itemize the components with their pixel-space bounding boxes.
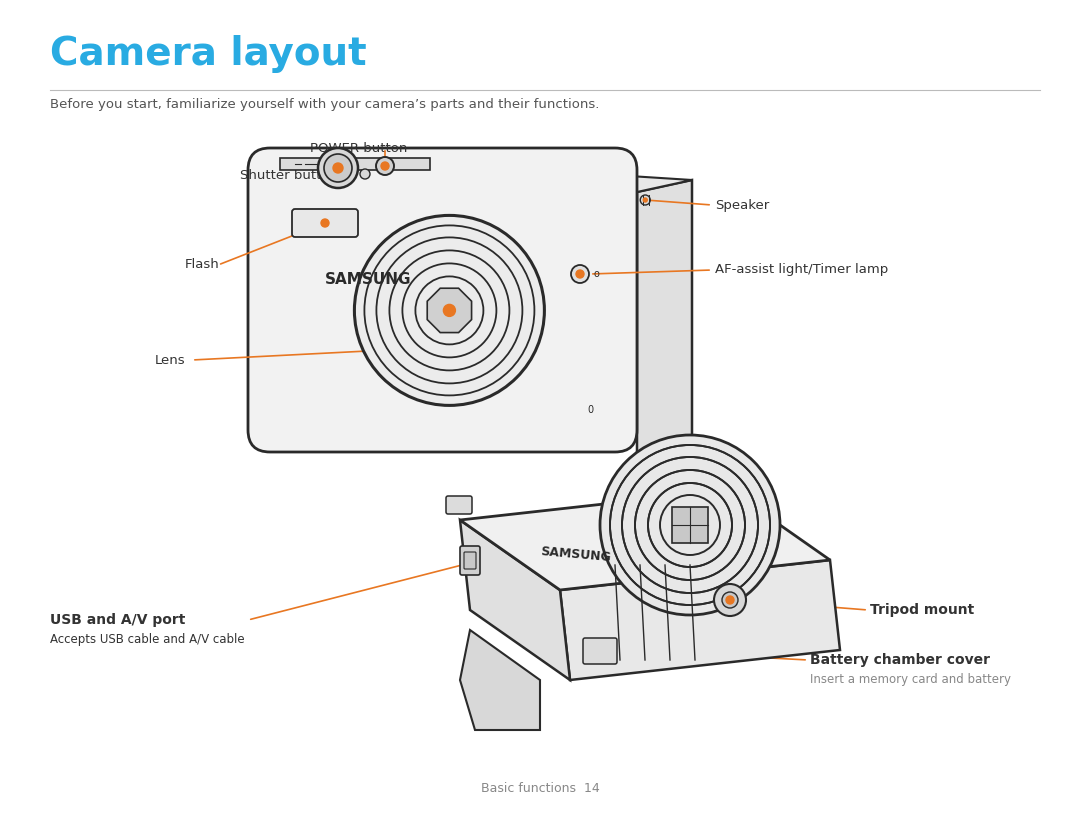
- Text: Lens: Lens: [156, 354, 186, 367]
- Polygon shape: [460, 630, 540, 730]
- Text: Speaker: Speaker: [715, 199, 769, 212]
- Text: o: o: [593, 269, 599, 279]
- Polygon shape: [460, 520, 570, 680]
- Polygon shape: [561, 560, 840, 680]
- Text: Basic functions  14: Basic functions 14: [481, 782, 599, 795]
- Circle shape: [324, 154, 352, 182]
- Circle shape: [381, 162, 389, 170]
- Text: Insert a memory card and battery: Insert a memory card and battery: [810, 673, 1011, 686]
- Circle shape: [321, 219, 329, 227]
- Circle shape: [644, 198, 647, 202]
- FancyBboxPatch shape: [292, 209, 357, 237]
- Polygon shape: [280, 158, 430, 170]
- Text: Battery chamber cover: Battery chamber cover: [810, 653, 990, 667]
- FancyBboxPatch shape: [446, 496, 472, 514]
- Circle shape: [444, 304, 456, 316]
- Polygon shape: [637, 180, 692, 452]
- Text: AF-assist light/Timer lamp: AF-assist light/Timer lamp: [715, 263, 888, 276]
- Text: SAMSUNG: SAMSUNG: [325, 271, 411, 287]
- Circle shape: [576, 270, 584, 278]
- Circle shape: [376, 157, 394, 175]
- Circle shape: [723, 592, 738, 608]
- Text: Flash: Flash: [185, 258, 219, 271]
- FancyBboxPatch shape: [248, 148, 637, 452]
- Circle shape: [360, 169, 370, 179]
- Text: Accepts USB cable and A/V cable: Accepts USB cable and A/V cable: [50, 633, 245, 646]
- Text: POWER button: POWER button: [310, 142, 407, 155]
- Text: Shutter button: Shutter button: [240, 169, 338, 182]
- FancyBboxPatch shape: [464, 552, 476, 569]
- Circle shape: [571, 265, 589, 283]
- Circle shape: [354, 215, 544, 405]
- Circle shape: [333, 163, 343, 173]
- Circle shape: [640, 195, 650, 205]
- Text: 0: 0: [586, 405, 593, 415]
- FancyBboxPatch shape: [460, 546, 480, 575]
- Circle shape: [600, 435, 780, 615]
- Polygon shape: [460, 490, 831, 590]
- Circle shape: [726, 596, 734, 604]
- Text: Tripod mount: Tripod mount: [870, 603, 974, 617]
- Text: SAMSUNG: SAMSUNG: [540, 545, 611, 565]
- Text: Camera layout: Camera layout: [50, 35, 366, 73]
- Polygon shape: [292, 158, 692, 192]
- Circle shape: [318, 148, 357, 188]
- Circle shape: [714, 584, 746, 616]
- FancyBboxPatch shape: [583, 638, 617, 664]
- Text: Before you start, familiarize yourself with your camera’s parts and their functi: Before you start, familiarize yourself w…: [50, 98, 599, 111]
- Text: USB and A/V port: USB and A/V port: [50, 613, 186, 627]
